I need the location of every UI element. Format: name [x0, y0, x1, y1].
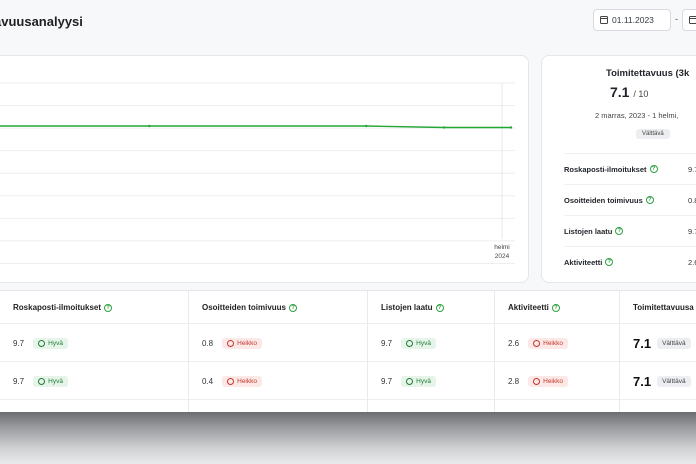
trend-chart-card: helmi 2024 [0, 55, 529, 283]
status-label: Heikko [543, 339, 563, 347]
cell-activity: 2.8 Heikko [494, 362, 619, 400]
scores-table: Roskaposti-ilmoitukset? Osoitteiden toim… [0, 290, 696, 438]
metric-label: Roskaposti-ilmoitukset [564, 164, 647, 174]
status-label: Heikko [237, 339, 257, 347]
smile-icon [406, 339, 414, 347]
data-point[interactable] [148, 124, 151, 128]
metric-row-activity: Aktiviteetti ? 2.6 [564, 246, 696, 277]
status-label: Heikko [543, 377, 563, 385]
status-badge-good: Hyvä [33, 337, 68, 349]
data-point[interactable] [509, 126, 513, 129]
score-status-badge: Välttävä [636, 129, 670, 139]
x-tick-label: helmi [494, 244, 510, 251]
score-date-range: 2 marras, 2023 - 1 helmi, [595, 111, 679, 120]
status-label: Hyvä [48, 377, 63, 385]
cell-value: 9.7 [381, 338, 393, 348]
help-icon[interactable]: ? [104, 303, 113, 312]
total-status-badge: Välttävä [657, 337, 691, 349]
cell-value: 2.6 [508, 338, 520, 348]
cell-value: 9.7 [13, 376, 25, 386]
cell-value: 9.7 [13, 338, 25, 348]
metric-label: Aktiviteetti [564, 257, 603, 267]
status-label: Heikko [237, 377, 257, 385]
metric-row-address: Osoitteiden toimivuus ? 0.8 [564, 184, 696, 215]
metric-value: 0.8 [688, 195, 696, 205]
column-header-address: Osoitteiden toimivuus? [188, 291, 368, 324]
cell-value: 0.8 [202, 338, 214, 348]
status-badge-good: Hyvä [33, 375, 68, 387]
data-point[interactable] [365, 124, 368, 128]
column-header-list-quality: Listojen laatu? [367, 291, 494, 324]
cell-spam: 9.7 Hyvä [0, 324, 190, 362]
cell-value: 9.7 [381, 376, 393, 386]
score-number: 7.1 [610, 84, 630, 100]
status-badge-good: Hyvä [401, 337, 436, 349]
help-icon[interactable]: ? [551, 303, 560, 312]
metric-value: 9.7 [688, 226, 696, 236]
smile-icon [406, 377, 414, 385]
frown-icon [227, 339, 235, 347]
score-out-of: / 10 [633, 89, 649, 99]
cell-list-quality: 9.7 Hyvä [367, 324, 494, 362]
calendar-icon [689, 16, 696, 24]
help-icon[interactable]: ? [435, 303, 444, 312]
column-header-spam: Roskaposti-ilmoitukset? [0, 291, 190, 324]
metric-value: 9.7 [688, 164, 696, 174]
x-tick-sublabel: 2024 [495, 253, 510, 260]
metric-value: 2.6 [688, 257, 696, 267]
calendar-icon [600, 16, 608, 24]
status-label: Hyvä [416, 339, 431, 347]
total-status-badge: Välttävä [657, 375, 691, 387]
metric-label: Osoitteiden toimivuus [564, 195, 643, 205]
date-separator: - [675, 14, 678, 24]
help-icon[interactable]: ? [645, 196, 654, 204]
cell-address: 0.4 Heikko [188, 362, 368, 400]
page-title: avuusanalyysi [0, 14, 83, 29]
start-date-picker[interactable]: 01.11.2023 [593, 9, 671, 31]
data-point[interactable] [443, 126, 446, 129]
status-badge-good: Hyvä [401, 375, 436, 387]
help-icon[interactable]: ? [649, 165, 658, 173]
status-label: Hyvä [416, 377, 431, 385]
help-icon[interactable]: ? [605, 258, 614, 266]
status-badge-weak: Heikko [528, 375, 568, 387]
cell-value: 2.8 [508, 376, 520, 386]
metric-row-list-quality: Listojen laatu ? 9.7 [564, 215, 696, 246]
help-icon[interactable]: ? [615, 227, 624, 235]
total-value: 7.1 [633, 335, 652, 351]
cell-value: 0.4 [202, 376, 214, 386]
frown-icon [533, 377, 541, 385]
bottom-edge [0, 412, 696, 464]
smile-icon [38, 339, 46, 347]
frown-icon [533, 339, 541, 347]
frown-icon [227, 377, 235, 385]
column-header-activity: Aktiviteetti? [494, 291, 619, 324]
cell-activity: 2.6 Heikko [494, 324, 619, 362]
help-icon[interactable]: ? [289, 303, 298, 312]
total-value: 7.1 [633, 373, 652, 389]
status-badge-weak: Heikko [222, 375, 262, 387]
start-date-value: 01.11.2023 [612, 15, 654, 25]
cell-list-quality: 9.7 Hyvä [367, 362, 494, 400]
page: avuusanalyysi 01.11.2023 - helmi 2024 Toi… [0, 9, 696, 438]
metric-row-spam: Roskaposti-ilmoitukset ? 9.7 [564, 153, 696, 184]
trend-chart: helmi 2024 [0, 82, 515, 264]
column-header-total: Toimitettavuusa [619, 291, 696, 324]
smile-icon [38, 377, 46, 385]
score-value: 7.1 / 10 [610, 84, 648, 100]
status-badge-weak: Heikko [528, 337, 568, 349]
status-badge-weak: Heikko [222, 337, 262, 349]
score-title: Toimitettavuus (3k [606, 68, 690, 79]
end-date-picker[interactable] [682, 9, 696, 31]
cell-spam: 9.7 Hyvä [0, 362, 190, 400]
status-label: Hyvä [48, 339, 63, 347]
series-line [0, 125, 511, 129]
score-summary-card: Toimitettavuus (3k 7.1 / 10 2 marras, 20… [541, 55, 696, 283]
cell-total: 7.1 Välttävä [619, 362, 696, 400]
cell-address: 0.8 Heikko [188, 324, 368, 362]
metric-label: Listojen laatu [564, 226, 613, 236]
cell-total: 7.1 Välttävä [619, 324, 696, 362]
